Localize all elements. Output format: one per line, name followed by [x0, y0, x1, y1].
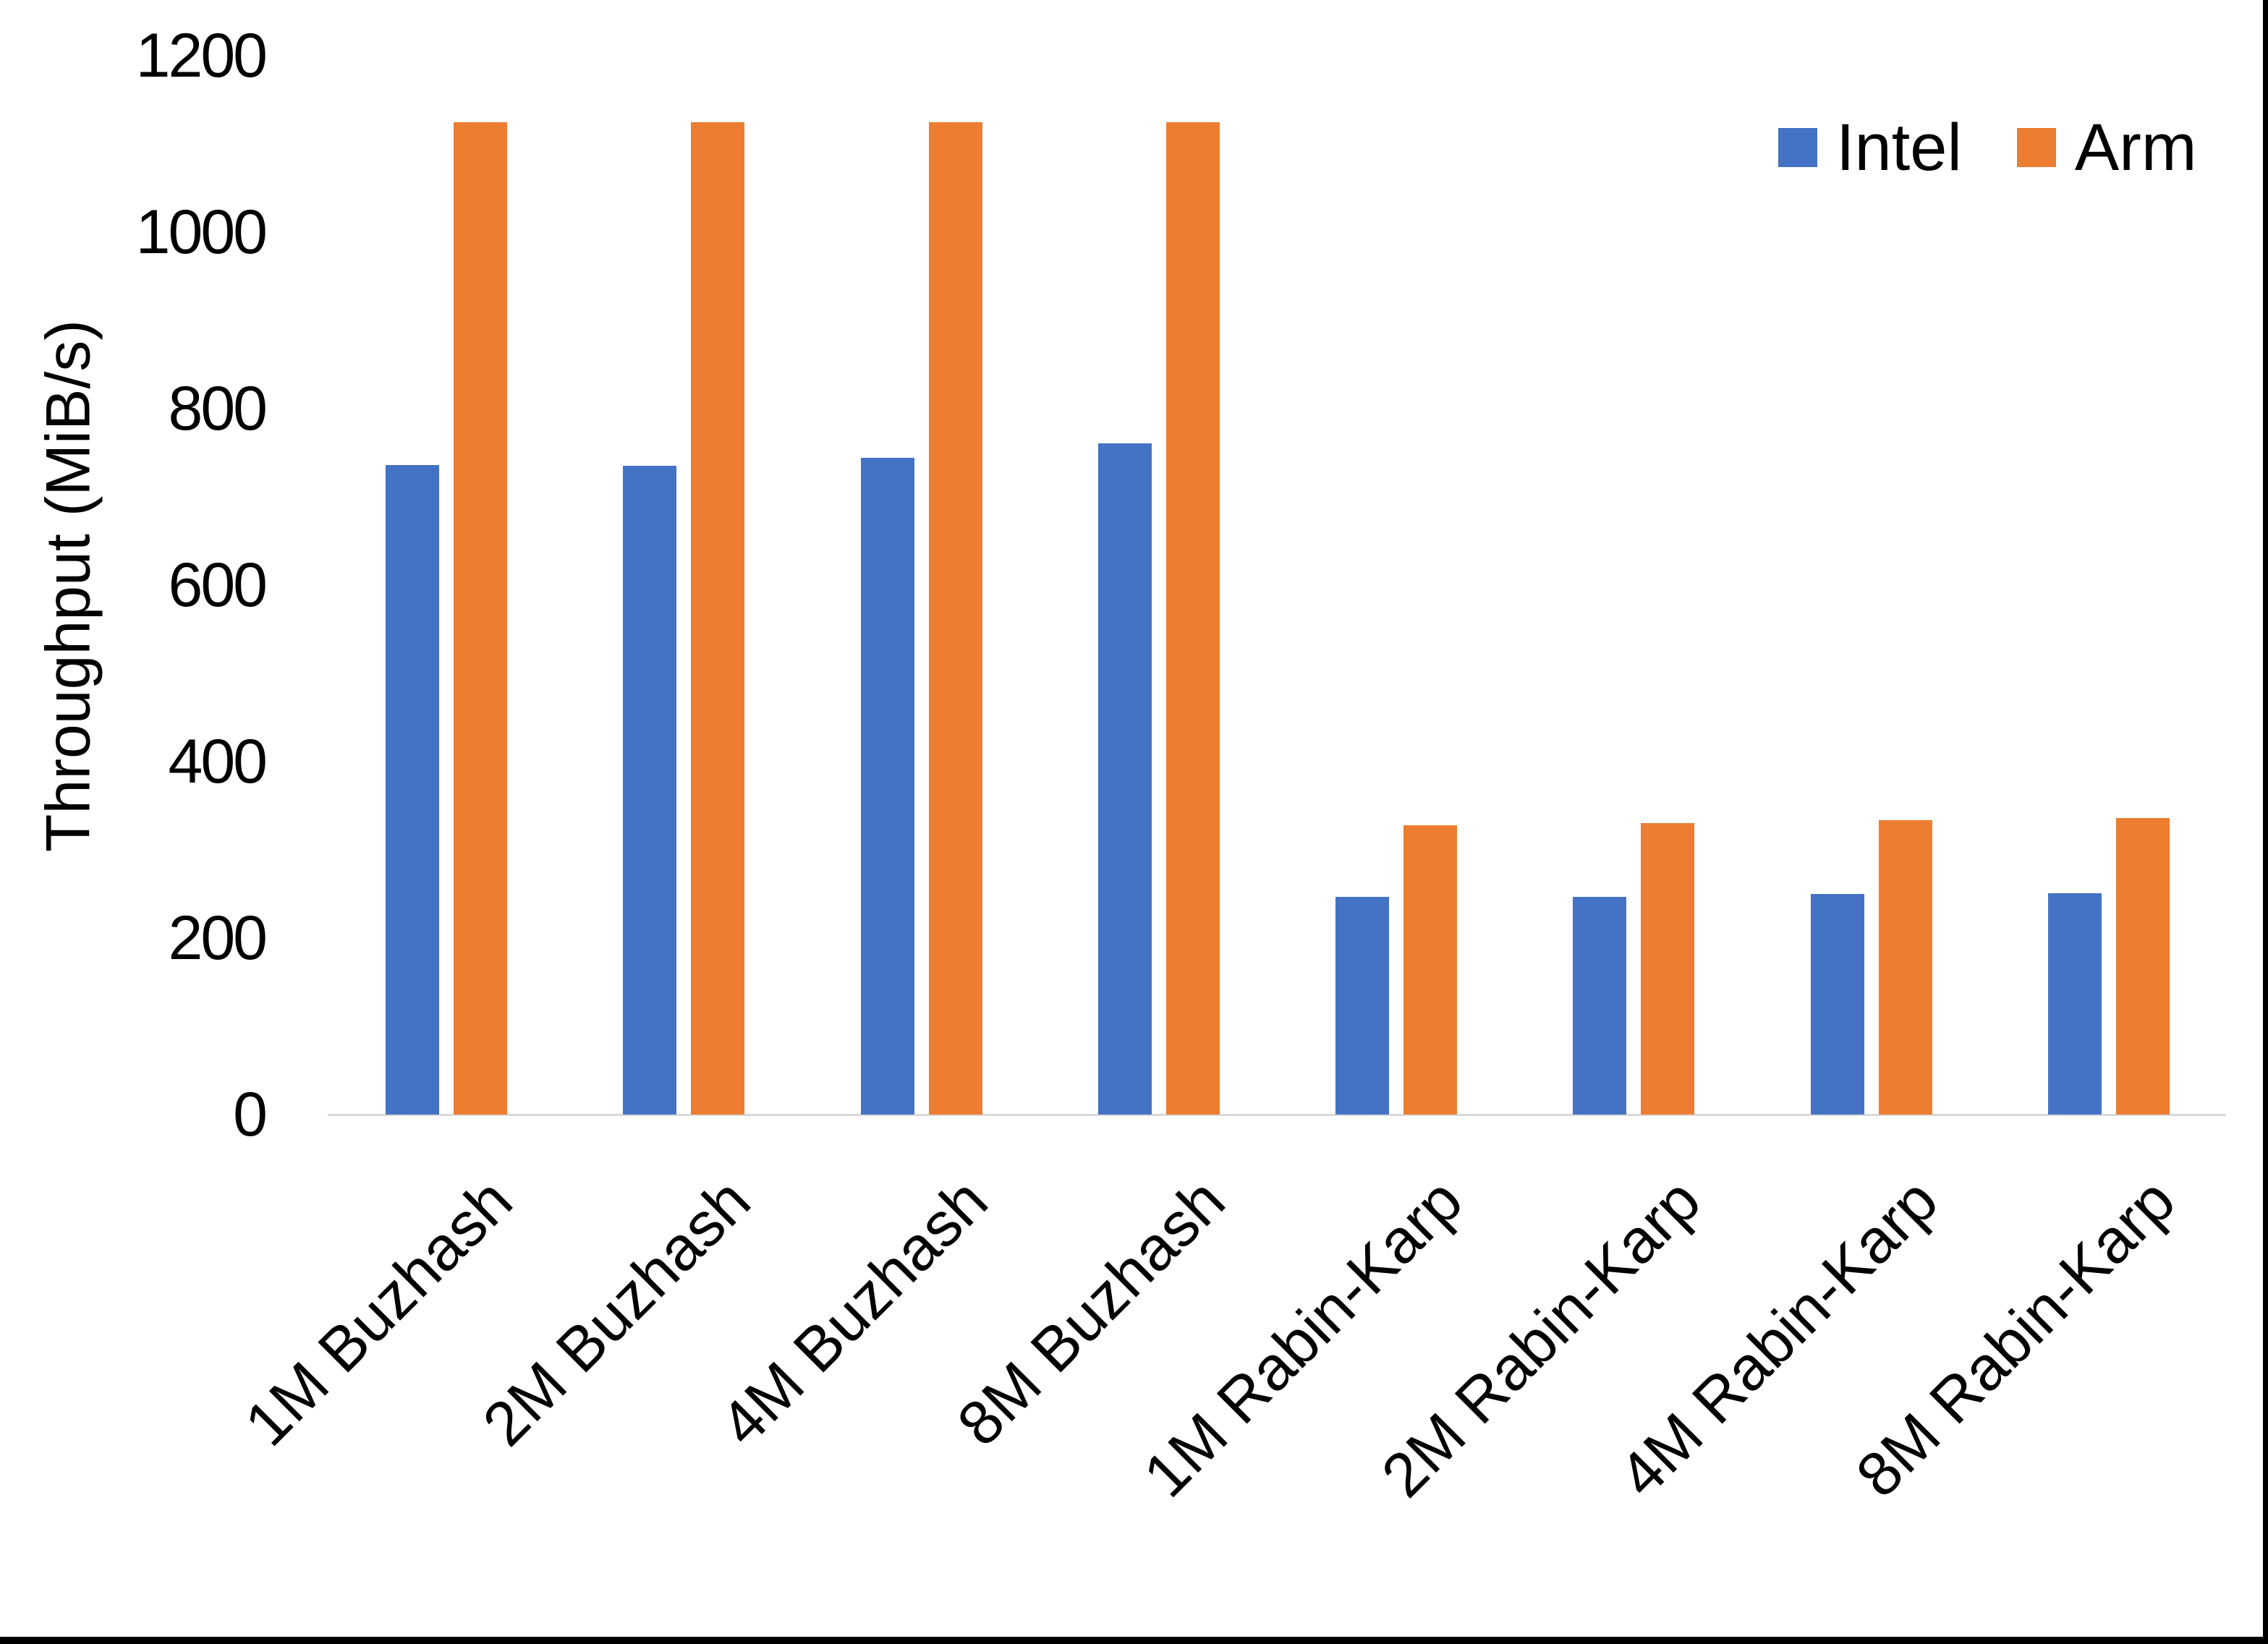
- bar-arm-2m-rabin-karp: [1641, 823, 1695, 1115]
- y-tick-label-1000: 1000: [135, 197, 268, 267]
- legend-item-intel: Intel: [1778, 114, 1962, 181]
- bar-arm-2m-buzhash: [691, 122, 745, 1115]
- bottom-border-bar: [0, 1637, 2268, 1644]
- bar-arm-1m-buzhash: [454, 122, 507, 1115]
- legend-label-arm: Arm: [2074, 111, 2197, 184]
- right-border-line: [2263, 0, 2268, 1644]
- bar-intel-1m-buzhash: [386, 465, 439, 1115]
- legend-item-arm: Arm: [2016, 111, 2197, 184]
- bar-intel-8m-buzhash: [1097, 443, 1152, 1115]
- bar-intel-4m-buzhash: [860, 458, 914, 1115]
- legend: Intel Arm: [1778, 114, 2197, 181]
- bar-arm-1m-rabin-karp: [1403, 825, 1458, 1115]
- bar-intel-1m-rabin-karp: [1335, 896, 1390, 1115]
- y-tick-label-1200: 1200: [135, 21, 268, 90]
- y-tick-label-800: 800: [168, 374, 268, 443]
- bar-arm-4m-buzhash: [928, 122, 982, 1115]
- bar-arm-8m-buzhash: [1165, 122, 1220, 1115]
- legend-swatch-intel-icon: [1778, 128, 1817, 167]
- legend-swatch-arm-icon: [2016, 128, 2056, 167]
- y-tick-label-600: 600: [168, 550, 268, 620]
- y-tick-label-200: 200: [168, 903, 268, 973]
- bar-intel-2m-buzhash: [623, 466, 677, 1115]
- bar-arm-4m-rabin-karp: [1878, 819, 1932, 1115]
- y-tick-label-400: 400: [168, 727, 268, 796]
- bar-intel-2m-rabin-karp: [1573, 896, 1627, 1115]
- legend-label-intel: Intel: [1836, 111, 1962, 184]
- x-axis-baseline: [328, 1114, 2226, 1116]
- y-tick-label-0: 0: [233, 1080, 268, 1149]
- bar-intel-8m-rabin-karp: [2048, 893, 2102, 1115]
- bar-intel-4m-rabin-karp: [1810, 894, 1864, 1115]
- bar-arm-8m-rabin-karp: [2116, 818, 2170, 1115]
